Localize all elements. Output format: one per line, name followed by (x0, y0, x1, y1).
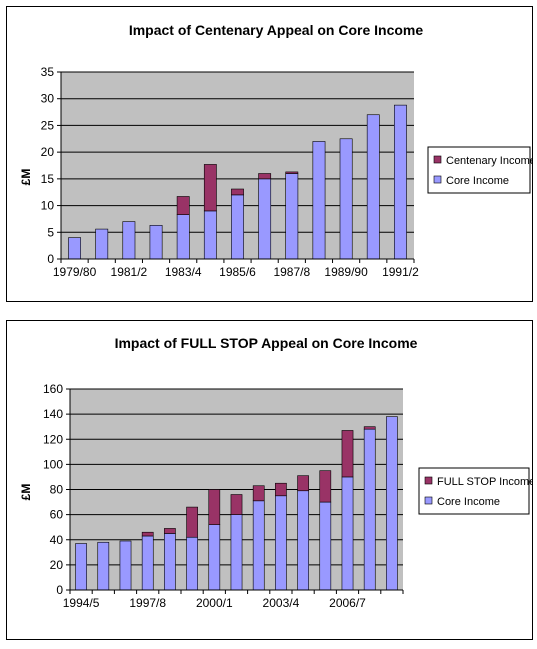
y-tick-label: 160 (43, 382, 63, 396)
x-tick-label: 1994/5 (63, 596, 100, 610)
bar-core: Core Income 1989/90: 22.5 (339, 138, 353, 260)
bar-core: Core Income 1997/8: 43 (141, 535, 154, 591)
y-tick-label: 0 (47, 252, 54, 266)
fullstop-chart: Impact of FULL STOP Appeal on Core Incom… (6, 320, 533, 640)
y-tick-label: 30 (41, 92, 55, 106)
y-tick-label: 25 (41, 118, 55, 132)
y-tick-label: 35 (41, 65, 55, 79)
legend-label: Centenary Income (446, 155, 532, 167)
bar-appeal: FULL STOP Income 2003/4: 10 (275, 482, 287, 497)
y-tick-label: 120 (43, 432, 63, 446)
fullstop-chart-svg: Impact of FULL STOP Appeal on Core Incom… (19, 335, 532, 610)
legend-swatch (433, 155, 442, 164)
legend-swatch (424, 476, 433, 485)
y-tick-label: 100 (43, 457, 63, 471)
x-tick-label: 1979/80 (53, 265, 97, 279)
legend-label: FULL STOP Income (437, 476, 532, 488)
bar-core: Core Income 2006/7: 90 (341, 476, 354, 591)
y-tick-label: 5 (47, 225, 54, 239)
x-tick-label: 1983/4 (165, 265, 202, 279)
bar-core: Core Income 2000/1: 52 (208, 524, 221, 591)
centenary-chart: Impact of Centenary Appeal on Core Incom… (6, 6, 533, 302)
x-tick-label: 1997/8 (129, 596, 166, 610)
y-tick-label: 140 (43, 407, 63, 421)
bar-core: Core Income 1994/5: 37 (75, 543, 87, 591)
y-tick-label: 20 (41, 145, 55, 159)
y-tick-label: 0 (56, 583, 63, 597)
bar-core: Core Income 1995/6: 38 (97, 541, 110, 591)
legend-box (418, 467, 530, 515)
x-tick-label: 1985/6 (219, 265, 256, 279)
centenary-chart-svg: Impact of Centenary Appeal on Core Incom… (19, 22, 532, 279)
chart-title: Impact of Centenary Appeal on Core Incom… (129, 22, 424, 38)
bar-core: Core Income 1987/8: 16 (285, 173, 299, 260)
bar-core: Core Income 1984/5: 9 (203, 210, 217, 260)
y-tick-label: 40 (50, 533, 64, 547)
bar-appeal: FULL STOP Income 1999/0: 24 (186, 506, 198, 538)
bar-core: Core Income 2001/2: 60 (230, 514, 243, 591)
bar-core: Core Income 1999/0: 42 (186, 536, 198, 591)
bar-appeal: FULL STOP Income 1997/8: 3 (141, 531, 154, 537)
bar-appeal: Centenary Income 1987/8: 0.3 (285, 171, 299, 174)
bar-appeal: FULL STOP Income 2000/1: 28 (208, 489, 221, 525)
bar-appeal: FULL STOP Income 2004/5: 12 (297, 475, 309, 492)
bar-core: Core Income 1985/6: 12 (231, 194, 244, 260)
x-tick-label: 2003/4 (263, 596, 300, 610)
y-tick-label: 80 (50, 483, 64, 497)
legend-label: Core Income (437, 496, 500, 508)
bar-core: Core Income 1991/2: 28.8 (394, 104, 407, 260)
bar-appeal: FULL STOP Income 2005/6: 25 (319, 470, 332, 503)
legend-swatch (433, 175, 442, 184)
bar-appeal: Centenary Income 1986/7: 1 (258, 173, 272, 180)
x-tick-label: 1989/90 (324, 265, 368, 279)
bar-core: Core Income 1981/2: 7 (122, 221, 136, 260)
y-axis-label: £M (19, 169, 33, 186)
x-tick-label: 2000/1 (196, 596, 233, 610)
x-tick-label: 1991/2 (382, 265, 419, 279)
x-tick-label: 1987/8 (273, 265, 310, 279)
bar-core: Core Income 2004/5: 79 (297, 490, 309, 591)
legend-label: Core Income (446, 175, 509, 187)
bar-core: Core Income 2007/8: 128 (363, 428, 376, 591)
bar-core: Core Income 2005/6: 70 (319, 501, 332, 591)
y-tick-label: 60 (50, 508, 64, 522)
bar-appeal: FULL STOP Income 1998/9: 4 (164, 528, 176, 534)
bar-core: Core Income 1986/7: 15 (258, 178, 272, 260)
y-tick-label: 10 (41, 199, 55, 213)
bar-appeal: FULL STOP Income 2001/2: 16 (230, 494, 243, 515)
bar-core: Core Income 1979/80: 4 (68, 237, 81, 260)
bar-core: Core Income 2008/9: 138 (386, 416, 398, 591)
bar-core: Core Income 1990/1: 27 (366, 114, 380, 260)
bar-appeal: FULL STOP Income 2002/3: 12 (252, 485, 265, 502)
y-axis-label: £M (19, 484, 33, 501)
bar-core: Core Income 1982/3: 6.3 (149, 225, 163, 260)
y-tick-label: 15 (41, 172, 55, 186)
bar-appeal: FULL STOP Income 2007/8: 2 (363, 426, 376, 430)
bar-appeal: Centenary Income 1983/4: 3.4 (176, 196, 190, 215)
bar-core: Core Income 2003/4: 75 (275, 495, 287, 591)
x-tick-label: 2006/7 (329, 596, 366, 610)
x-tick-label: 1981/2 (111, 265, 148, 279)
y-tick-label: 20 (50, 558, 64, 572)
legend-box (427, 146, 531, 194)
legend-swatch (424, 496, 433, 505)
bar-appeal: Centenary Income 1984/5: 8.7 (203, 164, 217, 212)
bar-appeal: FULL STOP Income 2006/7: 37 (341, 430, 354, 478)
bar-core: Core Income 1996/7: 39 (119, 540, 132, 591)
bar-core: Core Income 1983/4: 8.3 (176, 214, 190, 260)
chart-title: Impact of FULL STOP Appeal on Core Incom… (115, 335, 418, 351)
bar-core: Core Income 1988/9: 22 (312, 141, 326, 260)
bar-core: Core Income 1998/9: 45 (164, 533, 176, 591)
bar-core: Core Income 1980/1: 5.6 (95, 228, 109, 260)
bar-core: Core Income 2002/3: 71 (252, 500, 265, 591)
bar-appeal: Centenary Income 1985/6: 1.1 (231, 188, 244, 196)
